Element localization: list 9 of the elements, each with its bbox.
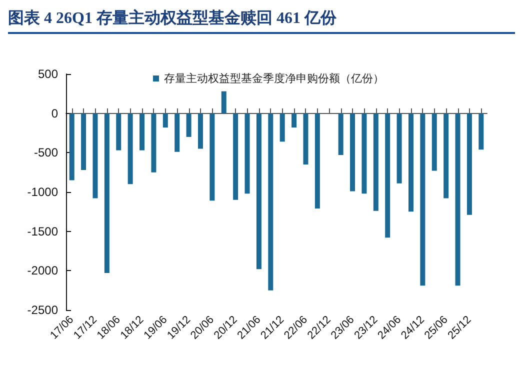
y-tick-label: 0 (51, 106, 58, 120)
y-tick-label: -500 (34, 146, 58, 160)
legend-label: 存量主动权益型基金季度净申购份额（亿份） (164, 72, 384, 85)
chart-title: 图表 4 26Q1 存量主动权益型基金赎回 461 亿份 (8, 8, 515, 34)
y-tick-label: -2000 (27, 264, 58, 278)
y-tick-label: -1000 (27, 185, 58, 199)
y-tick-label: -2500 (27, 303, 58, 317)
y-tick-label: -1500 (27, 224, 58, 238)
y-tick-label: 500 (38, 67, 58, 81)
